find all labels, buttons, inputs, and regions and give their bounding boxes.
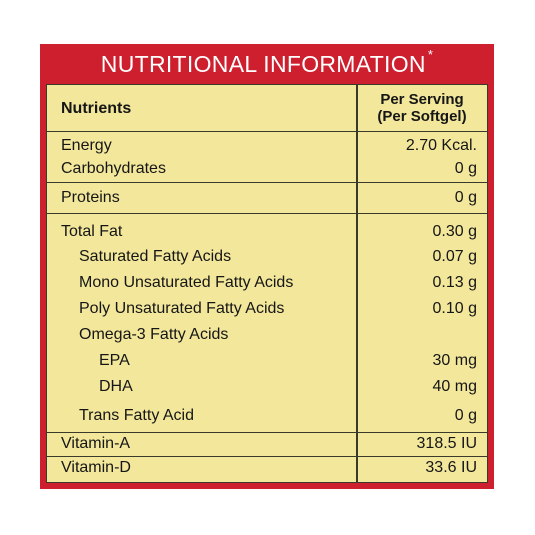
table-row: Vitamin-A 318.5 IU <box>47 433 487 457</box>
header-per-serving-line1: Per Serving <box>380 91 464 108</box>
nutrient-value: 30 mg <box>432 352 477 369</box>
nutrient-name: Saturated Fatty Acids <box>79 248 232 265</box>
nutrient-value: 0 g <box>454 160 477 177</box>
nutrient-name: Trans Fatty Acid <box>79 407 194 424</box>
table-row: Trans Fatty Acid 0 g <box>47 399 487 433</box>
table-row: Saturated Fatty Acids 0.07 g <box>47 241 487 267</box>
nutrient-value: 0 g <box>454 407 477 424</box>
nutrient-name: DHA <box>99 378 133 395</box>
nutrient-name: Energy <box>61 137 112 154</box>
nutrient-value: 40 mg <box>432 378 477 395</box>
header-per-serving: Per Serving (Per Softgel) <box>367 91 477 125</box>
nutrient-name: Vitamin-A <box>61 435 131 452</box>
table-row: Mono Unsaturated Fatty Acids 0.13 g <box>47 267 487 293</box>
nutrient-value: 2.70 Kcal. <box>405 137 477 154</box>
header-per-serving-line2: (Per Softgel) <box>377 108 467 125</box>
header-row: Nutrients Per Serving (Per Softgel) <box>47 85 487 132</box>
nutrient-name: Proteins <box>61 189 120 206</box>
column-divider <box>356 85 358 482</box>
nutrition-label-panel: NUTRITIONAL INFORMATION * Nutrients Per S… <box>40 44 494 489</box>
header-nutrients: Nutrients <box>61 100 132 117</box>
nutrition-table: Nutrients Per Serving (Per Softgel) Ener… <box>46 84 488 483</box>
nutrient-name: Omega-3 Fatty Acids <box>79 326 229 343</box>
nutrient-value: 0.30 g <box>432 223 477 240</box>
table-row: Poly Unsaturated Fatty Acids 0.10 g <box>47 293 487 319</box>
nutrient-value: 318.5 IU <box>416 435 477 452</box>
table-row: DHA 40 mg <box>47 372 487 399</box>
table-row: Proteins 0 g <box>47 183 487 214</box>
nutrient-name: Poly Unsaturated Fatty Acids <box>79 300 285 317</box>
table-row: Energy 2.70 Kcal. <box>47 132 487 159</box>
nutrient-name: EPA <box>99 352 130 369</box>
table-row: EPA 30 mg <box>47 346 487 372</box>
nutrient-value: 0.10 g <box>432 300 477 317</box>
table-row: Carbohydrates 0 g <box>47 159 487 183</box>
nutrient-name: Vitamin-D <box>61 459 131 476</box>
title-asterisk: * <box>427 46 434 62</box>
table-row: Vitamin-D 33.6 IU <box>47 457 487 481</box>
nutrient-value: 0.13 g <box>432 274 477 291</box>
nutrient-value: 0.07 g <box>432 248 477 265</box>
nutrient-name: Mono Unsaturated Fatty Acids <box>79 274 294 291</box>
nutrient-name: Carbohydrates <box>61 160 166 177</box>
nutrient-name: Total Fat <box>61 223 123 240</box>
title-banner: NUTRITIONAL INFORMATION * <box>40 44 494 84</box>
table-row: Omega-3 Fatty Acids <box>47 319 487 346</box>
title-text: NUTRITIONAL INFORMATION <box>100 50 426 77</box>
nutrient-value: 0 g <box>454 189 477 206</box>
nutrient-value: 33.6 IU <box>425 459 477 476</box>
table-row: Total Fat 0.30 g <box>47 214 487 241</box>
